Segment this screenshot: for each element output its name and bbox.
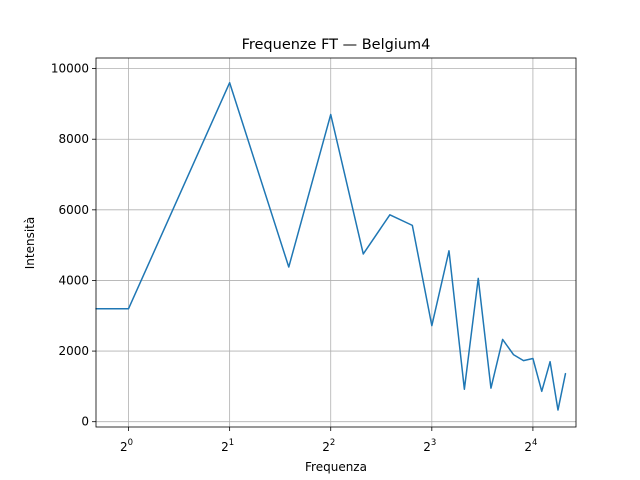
x-tick-base: 2 [120,440,128,454]
x-tick-label: 22 [322,438,335,454]
x-ticks: 20 21 22 23 24 [120,427,537,454]
x-tick-exponent: 3 [431,438,436,448]
x-tick-label: 20 [120,438,133,454]
x-tick-exponent: 4 [532,438,537,448]
x-tick-exponent: 1 [229,438,234,448]
x-tick-base: 2 [221,440,229,454]
x-tick-exponent: 2 [330,438,335,448]
x-axis-label: Frequenza [305,460,367,474]
y-axis-label: Intensità [23,217,37,269]
series-line [95,81,567,411]
plot-area [96,58,576,427]
y-ticks: 0 2000 4000 6000 8000 10000 [51,62,96,429]
y-tick-label: 4000 [58,273,89,287]
chart-title: Frequenze FT — Belgium4 [242,37,431,53]
x-tick-label: 23 [423,438,436,454]
y-tick-label: 10000 [51,62,89,76]
x-tick-base: 2 [322,440,330,454]
x-tick-base: 2 [423,440,431,454]
y-tick-label: 8000 [58,132,89,146]
x-tick-label: 21 [221,438,234,454]
x-tick-exponent: 0 [128,438,133,448]
plot-frame [95,57,577,428]
x-tick-base: 2 [524,440,532,454]
y-tick-label: 2000 [58,344,89,358]
y-tick-label: 6000 [58,203,89,217]
y-tick-label: 0 [81,415,89,429]
x-tick-label: 24 [524,438,537,454]
